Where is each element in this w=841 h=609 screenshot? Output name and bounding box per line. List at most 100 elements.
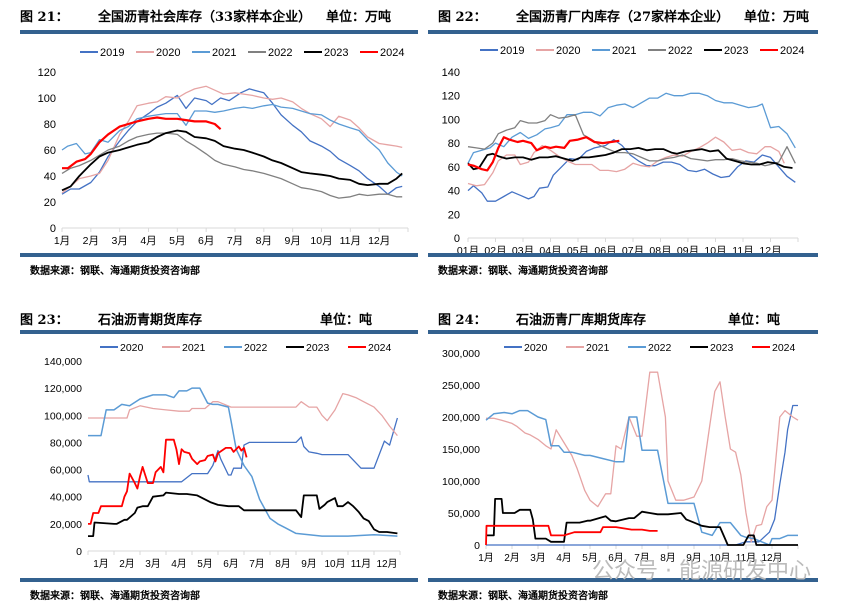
unit-label: 单位：吨 (320, 313, 373, 328)
figure-label: 图 23： (20, 313, 69, 328)
y-tick-label: 60 (448, 162, 460, 174)
x-tick-label: 7月 (227, 235, 243, 247)
x-tick-label: 5月 (197, 558, 213, 570)
y-tick-label: 20 (44, 197, 56, 209)
title-text: 石油沥青期货库存 (98, 313, 203, 328)
panel-fig22: 图 22： 全国沥青厂内库存（27家样本企业） 单位：万吨 0 20 40 60 80 10… (428, 0, 828, 290)
x-tick-label: 9月 (686, 552, 702, 564)
x-tick-label: 9月 (301, 558, 317, 570)
figure-label: 图 21： (20, 10, 69, 25)
y-tick-label: 50,000 (448, 508, 480, 520)
x-tick-label: 4月 (171, 558, 187, 570)
legend-label-2020: 2020 (556, 45, 580, 57)
y-tick-label: 60,000 (50, 465, 82, 477)
legend-label-2021: 2021 (586, 342, 610, 354)
source-note: 数据来源：钢联、海通期货投资咨询部 (30, 266, 200, 277)
watermark-text: 公众号 · 能源研发中心 (592, 559, 811, 584)
y-tick-label: 100,000 (44, 410, 82, 422)
series-line-2023 (88, 491, 398, 538)
series-line-2024 (62, 116, 222, 170)
series-line-2021 (467, 92, 796, 164)
y-tick-label: 80 (44, 119, 56, 131)
panel-fig23: 图 23： 石油沥青期货库存 单位：吨 0 20,000 40,000 60,000 80… (10, 303, 418, 609)
x-tick-label: 12月 (761, 552, 782, 564)
x-tick-label: 10月 (709, 552, 730, 564)
panel-fig21: 图 21： 全国沥青社会库存（33家样本企业） 单位：万吨 0 20 40 60 80 10… (10, 0, 418, 290)
x-tick-label: 1月 (54, 235, 70, 247)
source-note: 数据来源：钢联、海通期货投资咨询部 (438, 591, 608, 602)
y-tick-label: 120 (38, 67, 56, 79)
legend-label-2022: 2022 (244, 342, 268, 354)
legend-label-2020: 2020 (120, 342, 144, 354)
x-tick-label: 1月 (478, 552, 494, 564)
series-line-2021 (88, 392, 398, 437)
title-rule (428, 30, 818, 34)
series-line-2021 (486, 371, 799, 543)
chart-title: 图 21： 全国沥青社会库存（33家样本企业） 单位：万吨 (20, 6, 391, 25)
series-line-2019 (467, 138, 796, 202)
legend-label-2020: 2020 (156, 47, 180, 59)
bottom-rule (20, 578, 418, 582)
series-line-2024 (88, 438, 248, 525)
x-tick-label: 10月 (310, 235, 332, 247)
y-tick-label: 20 (448, 209, 460, 221)
y-tick-label: 250,000 (442, 380, 480, 392)
y-tick-label: 150,000 (442, 444, 480, 456)
legend-label-2023: 2023 (324, 47, 348, 59)
legend-label-2023: 2023 (724, 45, 748, 57)
y-tick-label: 40 (44, 171, 56, 183)
bottom-rule (20, 253, 418, 257)
figure-label: 图 24： (438, 313, 487, 328)
y-tick-label: 0 (76, 546, 82, 558)
unit-label: 单位：万吨 (326, 10, 392, 25)
x-tick-label: 5月 (582, 552, 598, 564)
legend-label-2023: 2023 (306, 342, 330, 354)
x-tick-label: 11月 (340, 235, 361, 247)
x-tick-label: 3月 (111, 235, 127, 247)
series-line-2022 (88, 387, 398, 537)
series-line-2023 (467, 147, 793, 171)
x-tick-label: 2月 (504, 552, 520, 564)
x-tick-label: 4月 (556, 552, 572, 564)
x-tick-label: 8月 (660, 552, 676, 564)
y-tick-label: 20,000 (50, 519, 82, 531)
x-tick-label: 10月 (324, 558, 345, 570)
series-line-2023 (486, 497, 798, 546)
legend-label-2020: 2020 (524, 342, 548, 354)
y-tick-label: 80,000 (50, 437, 82, 449)
x-tick-label: 9月 (284, 235, 300, 247)
y-tick-label: 60 (44, 145, 56, 157)
series-line-2020 (61, 85, 403, 194)
y-tick-label: 100 (442, 114, 460, 126)
x-tick-label: 3月 (530, 552, 546, 564)
chart-svg: 0 20,000 40,000 60,000 80,000 100,000 120,000 1… (44, 342, 401, 570)
legend-label-2022: 2022 (648, 342, 672, 354)
y-tick-label: 0 (474, 540, 480, 552)
series-line-2020 (87, 417, 399, 483)
y-tick-label: 120 (442, 91, 460, 103)
x-tick-label: 2月 (119, 558, 135, 570)
chart-title: 图 24： 石油沥青厂库期货库存 单位：吨 (438, 309, 780, 328)
series-line-2022 (485, 409, 798, 546)
x-tick-label: 6月 (198, 235, 214, 247)
series-line-2022 (61, 132, 403, 199)
x-tick-label: 11月 (736, 552, 756, 564)
x-tick-label: 12月 (368, 235, 390, 247)
series-line-2020 (467, 136, 785, 187)
x-tick-label: 6月 (608, 552, 624, 564)
legend-label-2024: 2024 (780, 45, 804, 57)
y-tick-label: 200,000 (442, 412, 480, 424)
x-tick-label: 8月 (275, 558, 291, 570)
series-line-2019 (61, 88, 403, 195)
legend-label-2024: 2024 (368, 342, 392, 354)
chart-title: 图 23： 石油沥青期货库存 单位：吨 (20, 309, 372, 328)
x-tick-label: 8月 (256, 235, 272, 247)
y-tick-label: 40,000 (50, 492, 82, 504)
legend-label-2022: 2022 (668, 45, 692, 57)
legend-label-2023: 2023 (710, 342, 734, 354)
panel-fig24: 图 24： 石油沥青厂库期货库存 单位：吨 0 50,000 100,000 150,0… (428, 303, 828, 609)
x-tick-label: 6月 (223, 558, 239, 570)
legend-label-2024: 2024 (380, 47, 404, 59)
x-tick-label: 1月 (93, 558, 109, 570)
